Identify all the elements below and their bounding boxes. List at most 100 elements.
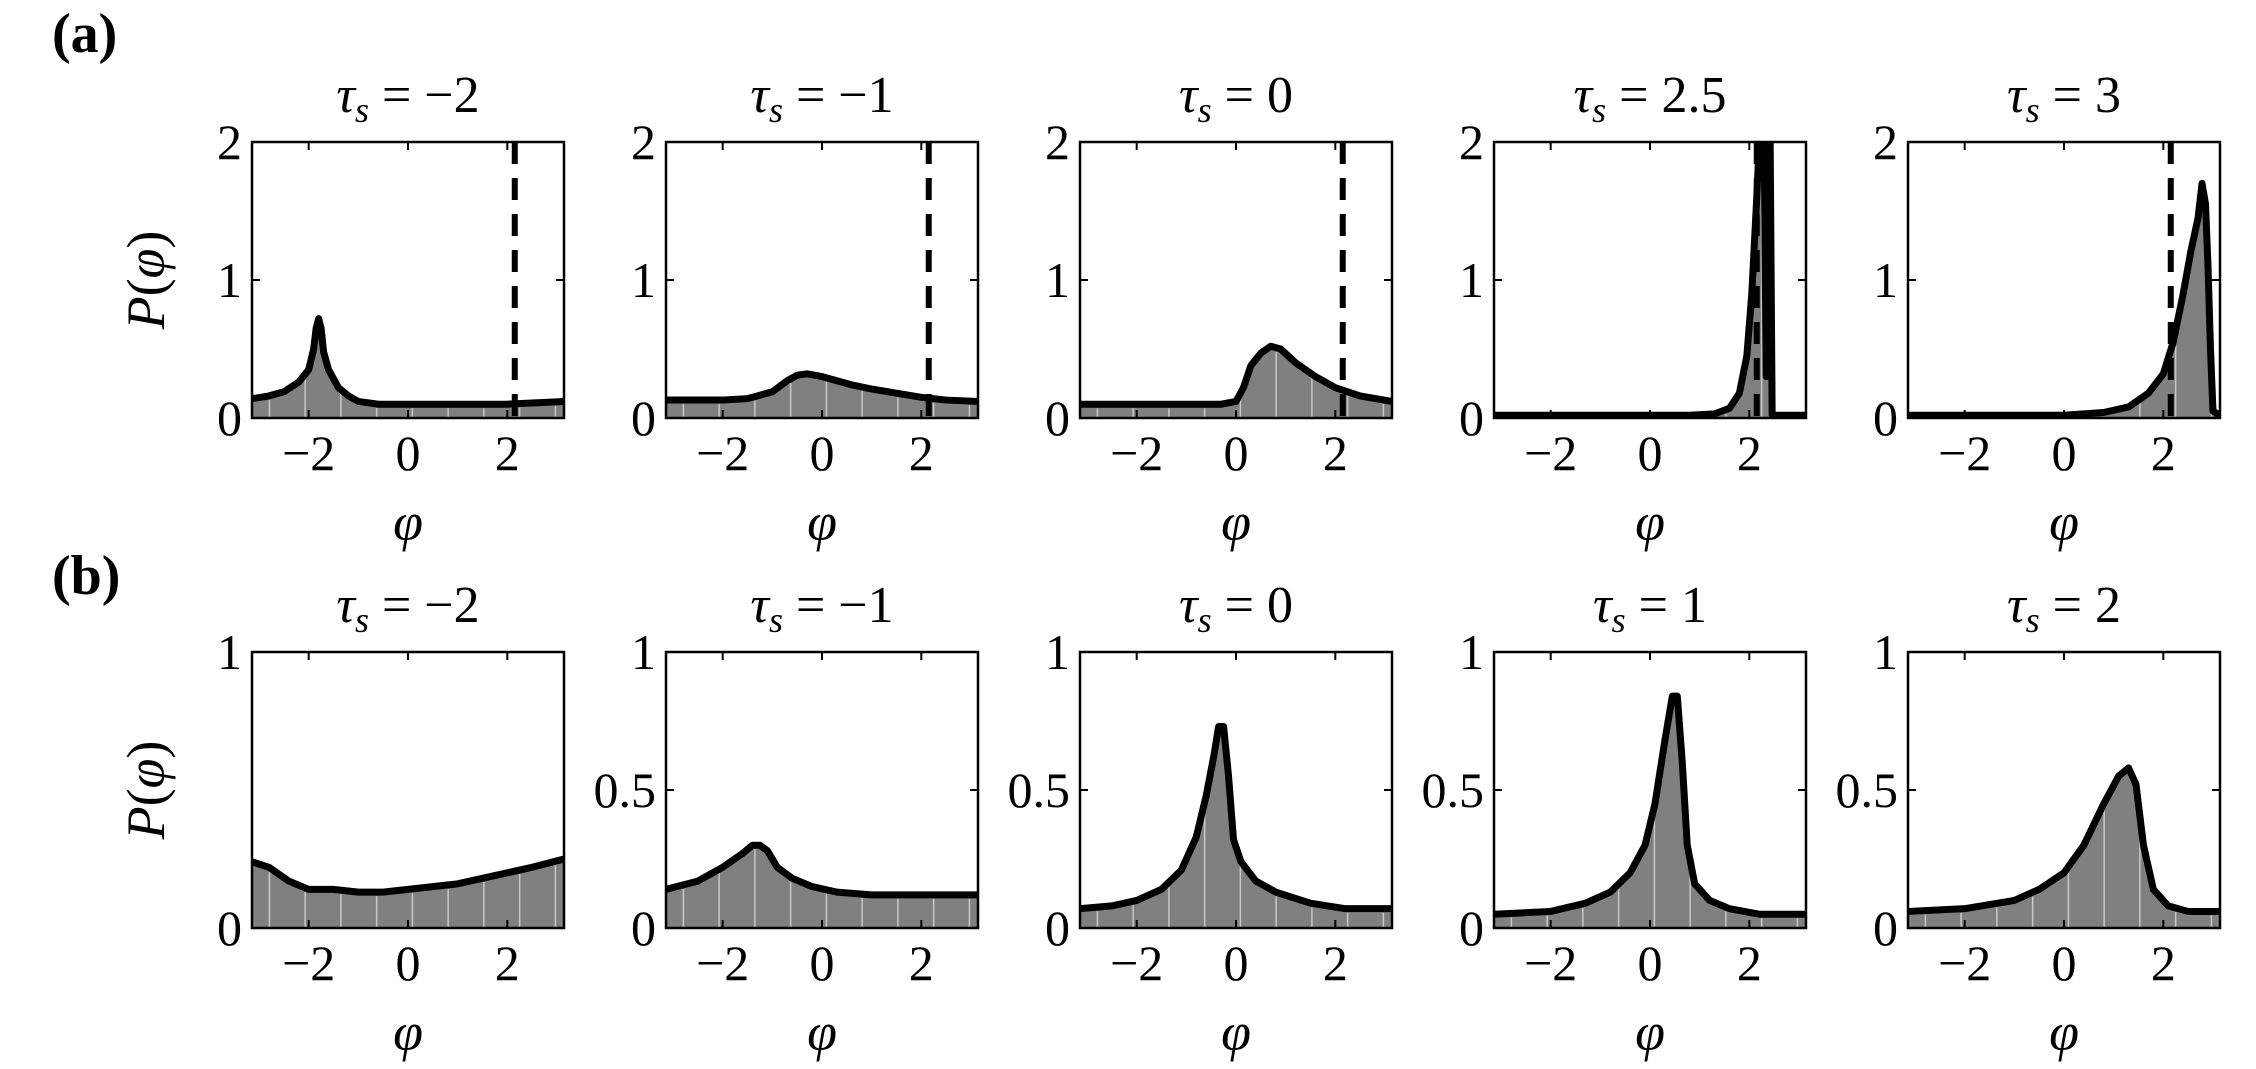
y-tick-label: 1	[1045, 252, 1070, 308]
y-tick-label: 2	[631, 114, 656, 170]
density-curve	[1080, 342, 1392, 408]
x-tick-label: 0	[396, 425, 421, 481]
panel-label-b: (b)	[52, 545, 120, 607]
y-tick-label: 0	[1459, 900, 1484, 956]
histogram-fill	[1080, 346, 1392, 418]
x-tick-label: 0	[1638, 935, 1663, 991]
y-tick-label: 0	[217, 900, 242, 956]
subplot-title: τs = −1	[750, 577, 893, 640]
subplot-title: τs = −2	[336, 67, 479, 130]
subplot-title: τs = 1	[1593, 577, 1707, 640]
y-tick-label: 0	[1045, 900, 1070, 956]
y-tick-label: 0	[631, 900, 656, 956]
x-tick-label: 0	[1224, 935, 1249, 991]
x-tick-label: 2	[1323, 935, 1348, 991]
density-curve	[252, 855, 564, 896]
x-tick-label: −2	[1524, 935, 1577, 991]
y-tick-label: 2	[1459, 114, 1484, 170]
density-curve	[666, 370, 978, 405]
y-tick-label: 0.5	[1836, 762, 1899, 818]
density-curve	[1080, 723, 1392, 913]
histogram-fill	[1908, 767, 2220, 928]
y-axis-label: P(φ)	[116, 741, 176, 841]
subplot-5: −2 0 2 0 1 2 τs = 3 φ	[1873, 67, 2222, 552]
x-tick-label: −2	[1938, 425, 1991, 481]
x-axis-label: φ	[1221, 492, 1251, 552]
x-tick-label: −2	[1110, 935, 1163, 991]
subplot-title: τs = 0	[1179, 577, 1293, 640]
subplot-6: −2 0 2 0 1 τs = −2 φ P(φ)	[116, 577, 566, 1062]
x-axis-label: φ	[1221, 1002, 1251, 1062]
y-tick-label: 1	[1873, 252, 1898, 308]
y-tick-label: 2	[1873, 114, 1898, 170]
histogram-fill	[1494, 696, 1806, 928]
plot-area	[1494, 692, 1806, 928]
y-tick-label: 0.5	[1008, 762, 1071, 818]
x-axis-label: φ	[393, 1002, 423, 1062]
x-tick-label: −2	[1938, 935, 1991, 991]
subplot-1: −2 0 2 0 1 2 τs = −2 φ P(φ)	[116, 67, 566, 552]
subplot-title: τs = 2	[2007, 577, 2121, 640]
subplot-title: τs = 0	[1179, 67, 1293, 130]
y-tick-label: 0.5	[1422, 762, 1485, 818]
x-tick-label: −2	[1110, 425, 1163, 481]
histogram-fill	[1908, 183, 2220, 418]
x-tick-label: 2	[909, 935, 934, 991]
x-tick-label: 2	[2151, 425, 2176, 481]
plot-area	[1080, 142, 1392, 418]
y-tick-label: 0	[217, 390, 242, 446]
y-tick-label: 0	[1873, 900, 1898, 956]
y-tick-label: 1	[631, 252, 656, 308]
subplot-10: −2 0 2 0 0.5 1 τs = 2 φ	[1836, 577, 2222, 1062]
x-tick-label: 2	[2151, 935, 2176, 991]
panel-label-a: (a)	[52, 3, 117, 65]
density-curve	[1908, 179, 2220, 418]
subplot-2: −2 0 2 0 1 2 τs = −1 φ	[631, 67, 980, 552]
density-curve	[252, 315, 564, 408]
y-tick-label: 2	[1045, 114, 1070, 170]
density-curve	[1494, 692, 1806, 918]
x-axis-label: φ	[1635, 492, 1665, 552]
subplot-8: −2 0 2 0 0.5 1 τs = 0 φ	[1008, 577, 1394, 1062]
y-axis-label: P(φ)	[116, 231, 176, 331]
y-tick-label: 0.5	[594, 762, 657, 818]
x-axis-label: φ	[807, 1002, 837, 1062]
subplot-7: −2 0 2 0 0.5 1 τs = −1 φ	[594, 577, 980, 1062]
x-tick-label: 2	[909, 425, 934, 481]
plot-area	[666, 142, 978, 418]
plot-area	[1494, 142, 1806, 418]
subplot-3: −2 0 2 0 1 2 τs = 0 φ	[1045, 67, 1394, 552]
plot-area	[252, 142, 564, 418]
y-tick-label: 1	[631, 624, 656, 680]
x-tick-label: −2	[1524, 425, 1577, 481]
density-curve	[1908, 764, 2220, 915]
plot-area	[666, 841, 978, 928]
x-tick-label: −2	[696, 425, 749, 481]
y-tick-label: 2	[217, 114, 242, 170]
x-tick-label: 0	[1638, 425, 1663, 481]
plot-area	[1080, 723, 1392, 928]
y-tick-label: 0	[1045, 390, 1070, 446]
x-tick-label: 0	[2052, 425, 2077, 481]
x-tick-label: 0	[810, 425, 835, 481]
x-tick-label: −2	[282, 935, 335, 991]
x-tick-label: 0	[1224, 425, 1249, 481]
plot-area	[1908, 142, 2220, 418]
y-tick-label: 0	[1873, 390, 1898, 446]
x-tick-label: 2	[495, 935, 520, 991]
y-tick-label: 1	[217, 252, 242, 308]
y-tick-label: 1	[1459, 624, 1484, 680]
density-curve	[666, 841, 978, 899]
x-axis-label: φ	[807, 492, 837, 552]
subplot-title: τs = −2	[336, 577, 479, 640]
plot-area	[1908, 764, 2220, 928]
histogram-fill	[252, 318, 564, 418]
x-axis-label: φ	[2049, 492, 2079, 552]
x-tick-label: 0	[810, 935, 835, 991]
x-axis-label: φ	[393, 492, 423, 552]
plot-area	[252, 855, 564, 928]
histogram-fill	[252, 859, 564, 928]
x-tick-label: 0	[2052, 935, 2077, 991]
plot-grid: −2 0 2 0 1 2 τs = −2 φ P(φ) −2 0 2 0 1 2 τs = −1 φ −2 0 2 0 1…	[116, 67, 2222, 1062]
